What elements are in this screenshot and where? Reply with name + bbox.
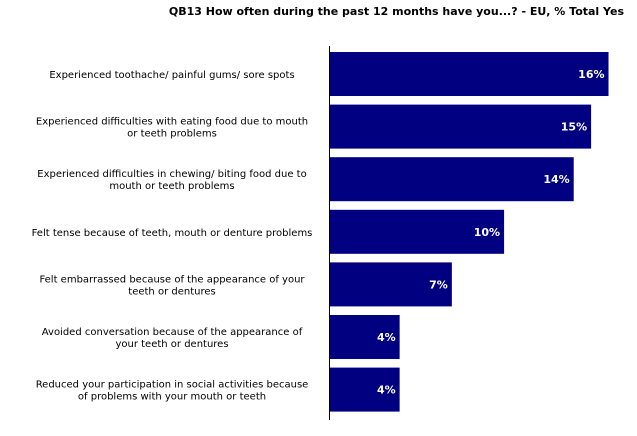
category-label-5: Felt embarrassed because of the appearan… [39,274,305,297]
category-label-line: Felt embarrassed because of the appearan… [39,274,305,285]
category-label-2: Experienced difficulties with eating foo… [36,117,308,140]
bar-4 [330,209,505,254]
category-label-line: or teeth problems [127,129,217,140]
bar-7 [330,367,400,412]
category-label-1: Experienced toothache/ painful gums/ sor… [49,70,294,81]
chart-title: QB13 How often during the past 12 months… [168,5,624,18]
value-label-6: 4% [377,331,396,344]
value-label-5: 7% [429,278,448,291]
category-label-line: mouth or teeth problems [109,181,234,192]
value-label-4: 10% [474,226,500,239]
category-label-line: of problems with your mouth or teeth [78,392,266,403]
category-label-line: teeth or dentures [128,286,215,297]
bar-5 [330,262,452,307]
category-label-line: Reduced your participation in social act… [36,380,309,391]
bar-2 [330,104,592,149]
value-label-7: 4% [377,384,396,397]
bar-6 [330,315,400,359]
category-label-6: Avoided conversation because of the appe… [42,327,303,350]
category-label-line: Experienced toothache/ painful gums/ sor… [49,70,294,81]
category-label-3: Experienced difficulties in chewing/ bit… [37,169,306,192]
category-label-line: your teeth or dentures [115,339,228,350]
bar-1 [330,52,609,96]
category-label-line: Avoided conversation because of the appe… [42,327,303,338]
category-label-7: Reduced your participation in social act… [36,380,309,403]
bar-3 [330,157,574,202]
category-label-line: Experienced difficulties with eating foo… [36,117,308,128]
value-label-3: 14% [543,173,569,186]
value-label-2: 15% [561,121,587,134]
category-label-line: Felt tense because of teeth, mouth or de… [32,228,313,239]
category-label-4: Felt tense because of teeth, mouth or de… [32,228,313,239]
value-label-1: 16% [578,68,604,81]
category-label-line: Experienced difficulties in chewing/ bit… [37,169,306,180]
